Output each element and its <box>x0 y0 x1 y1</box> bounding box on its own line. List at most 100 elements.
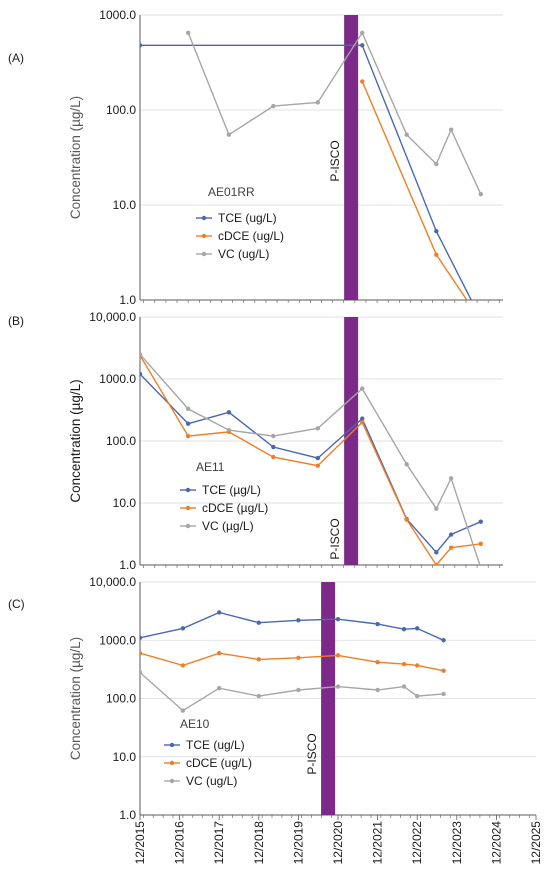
data-point <box>271 454 276 460</box>
legend-label: cDCE (ug/L) <box>218 229 284 243</box>
legend-swatch-dot <box>185 487 191 493</box>
data-point <box>404 462 409 467</box>
y-axis-title: Concentration (µg/L) <box>68 379 83 502</box>
data-point <box>448 532 454 537</box>
data-point <box>375 659 380 665</box>
y-tick-label: 10.0 <box>113 496 137 510</box>
x-tick-label: 12/2021 <box>371 821 385 865</box>
series-line <box>140 353 481 565</box>
series-group <box>140 352 483 565</box>
well-label: AE10 <box>180 717 210 731</box>
legend-swatch-dot <box>169 742 175 748</box>
data-point <box>271 103 276 109</box>
data-point <box>360 43 365 48</box>
panel-label: (C) <box>8 597 25 611</box>
data-point <box>404 517 409 522</box>
data-point <box>140 670 143 675</box>
data-point <box>180 663 186 668</box>
data-point <box>256 657 261 662</box>
series-line <box>140 373 482 554</box>
x-tick-label: 12/2019 <box>291 821 305 865</box>
x-tick-label: 12/2018 <box>252 821 266 865</box>
y-tick-label: 1.0 <box>119 293 136 307</box>
data-point <box>401 661 407 667</box>
x-tick-label: 12/2022 <box>410 821 424 865</box>
data-point <box>271 433 276 439</box>
data-point <box>185 30 191 35</box>
data-point <box>140 650 143 656</box>
data-point <box>226 410 232 415</box>
data-point <box>448 127 454 132</box>
y-tick-label: 100.0 <box>106 103 136 117</box>
x-tick-label: 12/2015 <box>133 821 147 865</box>
data-point <box>217 650 222 656</box>
data-point <box>140 352 143 357</box>
y-tick-label: 10.0 <box>113 198 137 212</box>
data-point <box>478 191 483 197</box>
data-point <box>335 653 341 658</box>
data-point <box>315 463 320 468</box>
y-tick-label: 1.0 <box>119 558 136 572</box>
panel-label: (B) <box>8 314 24 328</box>
x-tick-label: 12/2025 <box>529 821 543 865</box>
data-point <box>360 416 365 421</box>
data-point <box>256 693 261 699</box>
legend-swatch-dot <box>201 233 207 239</box>
x-tick-label: 12/2024 <box>489 821 503 865</box>
data-point <box>415 693 420 699</box>
data-point <box>140 371 143 377</box>
y-tick-label: 1000.0 <box>99 372 136 386</box>
legend-swatch-dot <box>201 251 207 257</box>
data-point <box>271 444 276 450</box>
data-point <box>434 228 439 234</box>
series-line <box>140 671 444 712</box>
legend-swatch-dot <box>169 760 175 766</box>
legend-label: VC (ug/L) <box>186 774 237 788</box>
data-point <box>180 626 186 631</box>
x-tick-label: 12/2023 <box>450 821 464 865</box>
data-point <box>434 161 439 167</box>
data-point <box>434 252 439 257</box>
data-point <box>441 668 446 673</box>
data-point <box>140 635 143 641</box>
y-tick-label: 1000.0 <box>99 8 136 22</box>
data-point <box>296 687 301 693</box>
data-point <box>415 626 420 631</box>
legend-swatch-dot <box>185 505 191 511</box>
legend-swatch-dot <box>169 778 175 784</box>
well-label: AE01RR <box>208 185 255 199</box>
chart-panel-0: 1.0 10.0 100.0 1000.0 P-ISCO AE01RR TCE (ug/L)… <box>8 8 503 307</box>
legend-label: VC (ug/L) <box>218 247 269 261</box>
legend-label: cDCE (µg/L) <box>202 501 268 515</box>
p-isco-label: P-ISCO <box>328 518 342 559</box>
p-isco-label: P-ISCO <box>305 733 319 774</box>
p-isco-bar <box>344 317 359 565</box>
legend-label: cDCE (ug/L) <box>186 756 252 770</box>
data-point <box>140 43 143 48</box>
data-point <box>217 610 222 615</box>
data-point <box>315 455 320 461</box>
data-point <box>296 655 301 660</box>
series-group <box>140 30 483 300</box>
data-point <box>226 132 232 137</box>
data-point <box>401 626 407 632</box>
legend-label: TCE (ug/L) <box>218 211 277 225</box>
p-isco-bar <box>321 582 336 815</box>
data-point <box>360 30 365 35</box>
chart-panel-1: 1.0 10.0 100.0 1000.0 10,000.0 P-ISCO AE11 TCE … <box>8 310 503 572</box>
series-group <box>140 610 446 713</box>
data-point <box>448 545 454 550</box>
x-tick-label: 12/2020 <box>331 821 345 865</box>
y-tick-label: 100.0 <box>106 434 136 448</box>
data-point <box>434 562 439 565</box>
data-point <box>335 616 341 622</box>
legend-label: TCE (ug/L) <box>186 738 245 752</box>
data-point <box>434 550 439 555</box>
data-point <box>335 684 341 689</box>
x-tick-label: 12/2017 <box>212 821 226 865</box>
y-axis-title: Concentration (µg/L) <box>68 96 83 219</box>
chart-panel-2: 1.0 10.0 100.0 1000.0 10,000.0 12/2015 12/2016… <box>8 575 543 864</box>
data-point <box>434 506 439 511</box>
series-line <box>140 355 481 565</box>
